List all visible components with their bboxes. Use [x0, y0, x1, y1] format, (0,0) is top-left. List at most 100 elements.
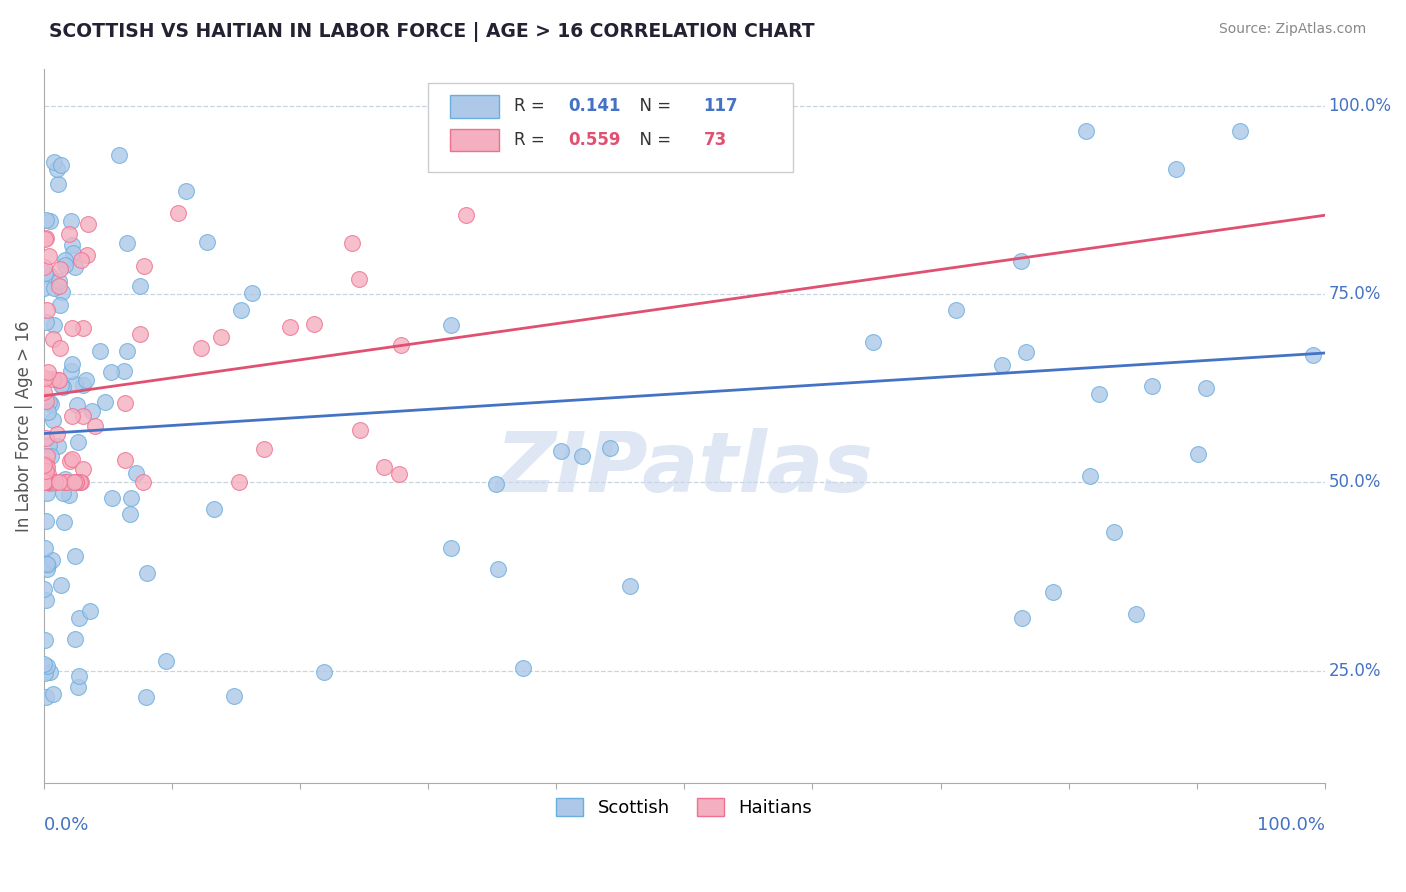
- Point: [42, 281, 65, 295]
- Point: [100, 365, 122, 379]
- Point: [1164, 162, 1187, 177]
- Point: [35, 394, 58, 409]
- Point: [862, 335, 884, 350]
- Point: [34, 556, 56, 570]
- Point: [94, 395, 117, 409]
- Point: [76, 248, 98, 262]
- Point: [34, 666, 56, 681]
- Point: [69, 252, 91, 267]
- Point: [34, 315, 56, 329]
- Point: [49, 341, 72, 355]
- Point: [34, 541, 56, 555]
- Point: [35, 302, 58, 317]
- Point: [456, 208, 478, 222]
- Point: [34, 475, 56, 490]
- Point: [67, 669, 90, 683]
- Point: [132, 475, 155, 490]
- Point: [70, 475, 93, 490]
- Point: [35, 474, 58, 488]
- Point: [72, 409, 94, 423]
- Point: [53, 475, 76, 490]
- Point: [58, 227, 80, 242]
- Point: [991, 358, 1014, 372]
- Point: [35, 464, 58, 478]
- Point: [42, 412, 65, 426]
- Point: [37, 486, 59, 500]
- Point: [440, 541, 463, 556]
- Point: [52, 485, 75, 500]
- Point: [65, 376, 87, 391]
- Point: [39, 397, 62, 411]
- Point: [278, 320, 301, 334]
- Point: [190, 341, 212, 355]
- Point: [32, 281, 55, 295]
- Point: [80, 404, 103, 418]
- Point: [347, 272, 370, 286]
- Point: [155, 654, 177, 668]
- Point: [60, 451, 83, 466]
- Point: [66, 435, 89, 450]
- Point: [340, 235, 363, 250]
- Point: [231, 303, 253, 318]
- Point: [45, 161, 67, 176]
- Point: [312, 665, 335, 680]
- Point: [42, 318, 65, 332]
- Point: [619, 579, 641, 593]
- Point: [66, 680, 89, 694]
- Point: [1074, 124, 1097, 138]
- Point: [32, 475, 55, 490]
- Point: [512, 661, 534, 675]
- Point: [125, 466, 148, 480]
- Point: [48, 262, 70, 277]
- Point: [69, 475, 91, 490]
- Point: [72, 321, 94, 335]
- Point: [67, 475, 90, 490]
- Point: [1302, 348, 1324, 362]
- Point: [38, 249, 60, 263]
- Point: [35, 690, 58, 705]
- Point: [44, 475, 66, 490]
- Point: [1015, 345, 1038, 359]
- Point: [59, 213, 82, 227]
- Point: [1011, 611, 1033, 625]
- Point: [72, 378, 94, 392]
- Text: N =: N =: [630, 131, 676, 149]
- Point: [37, 472, 59, 486]
- Point: [1088, 386, 1111, 401]
- Point: [42, 332, 65, 346]
- Point: [35, 231, 58, 245]
- Point: [32, 475, 55, 490]
- Point: [120, 491, 142, 505]
- Text: R =: R =: [515, 97, 550, 115]
- Point: [1042, 585, 1064, 599]
- Point: [34, 633, 56, 648]
- Point: [129, 326, 152, 341]
- Point: [32, 657, 55, 672]
- Point: [62, 475, 84, 490]
- Point: [209, 330, 232, 344]
- Point: [35, 475, 58, 490]
- Point: [486, 562, 509, 576]
- Point: [35, 457, 58, 471]
- Point: [195, 235, 218, 249]
- Point: [41, 449, 63, 463]
- Point: [945, 303, 967, 318]
- Point: [46, 373, 69, 387]
- Point: [39, 665, 62, 680]
- Point: [35, 593, 58, 607]
- Point: [174, 185, 197, 199]
- Point: [48, 373, 70, 387]
- Point: [46, 177, 69, 191]
- Point: [53, 258, 76, 272]
- Point: [34, 232, 56, 246]
- Point: [1102, 524, 1125, 539]
- Text: 0.141: 0.141: [568, 97, 620, 115]
- Point: [35, 562, 58, 576]
- Point: [76, 217, 98, 231]
- FancyBboxPatch shape: [450, 95, 499, 118]
- Point: [37, 405, 59, 419]
- Point: [39, 269, 62, 284]
- Point: [550, 444, 572, 458]
- Text: 25.0%: 25.0%: [1329, 662, 1381, 680]
- Point: [440, 318, 463, 332]
